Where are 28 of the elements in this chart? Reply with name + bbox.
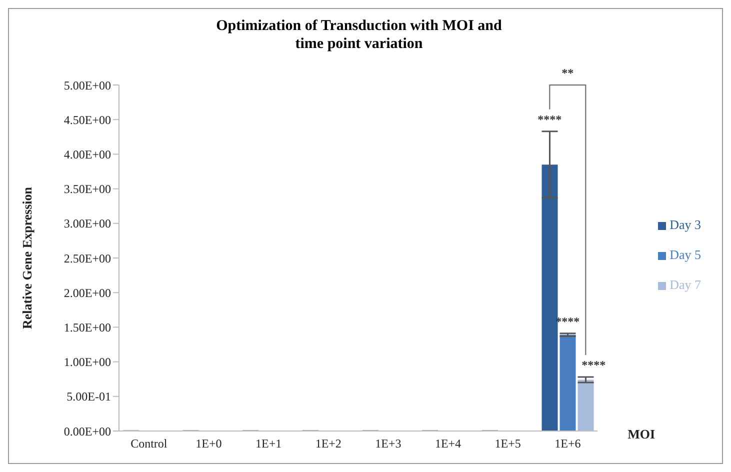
text: ** (562, 66, 574, 80)
x-axis-title: MOI (628, 426, 656, 442)
y-axis-title: Relative Gene Expression (20, 186, 35, 330)
x-tick-label: 1E+2 (315, 436, 342, 451)
x-tick-label: 1E+5 (494, 436, 521, 451)
chart-title: Optimization of Transduction with MOI and time point variation (215, 17, 503, 53)
legend-label: Day 7 (670, 277, 701, 292)
x-tick-label: 1E+0 (196, 436, 222, 451)
y-tick-label: 4.00E+00 (64, 147, 111, 162)
y-tick-label: 5.00E-01 (66, 390, 111, 404)
legend-label: Day 3 (670, 217, 701, 232)
y-tick-label: 0.00E+00 (64, 424, 111, 438)
y-tick-label: 3.50E+00 (64, 182, 111, 196)
y-tick-label: 2.00E+00 (64, 286, 111, 300)
x-tick-label: 1E+4 (434, 436, 462, 451)
annotation: **** (582, 358, 606, 372)
y-tick-label: 2.50E+00 (64, 251, 111, 266)
annotation: **** (538, 112, 562, 126)
y-tick-label: 3.00E+00 (64, 216, 111, 231)
y-tick-label: 1.50E+00 (64, 320, 111, 334)
x-tick-label: 1E+6 (554, 436, 581, 451)
y-tick-label: 4.50E+00 (64, 112, 111, 127)
x-tick-label: 1E+1 (256, 436, 282, 451)
x-tick-label: Control (130, 436, 168, 451)
x-tick-label: 1E+3 (375, 436, 402, 451)
y-tick-label: 5.00E+00 (64, 78, 111, 92)
legend-label: Day 5 (670, 247, 701, 262)
y-tick-label: 1.00E+00 (64, 355, 111, 370)
